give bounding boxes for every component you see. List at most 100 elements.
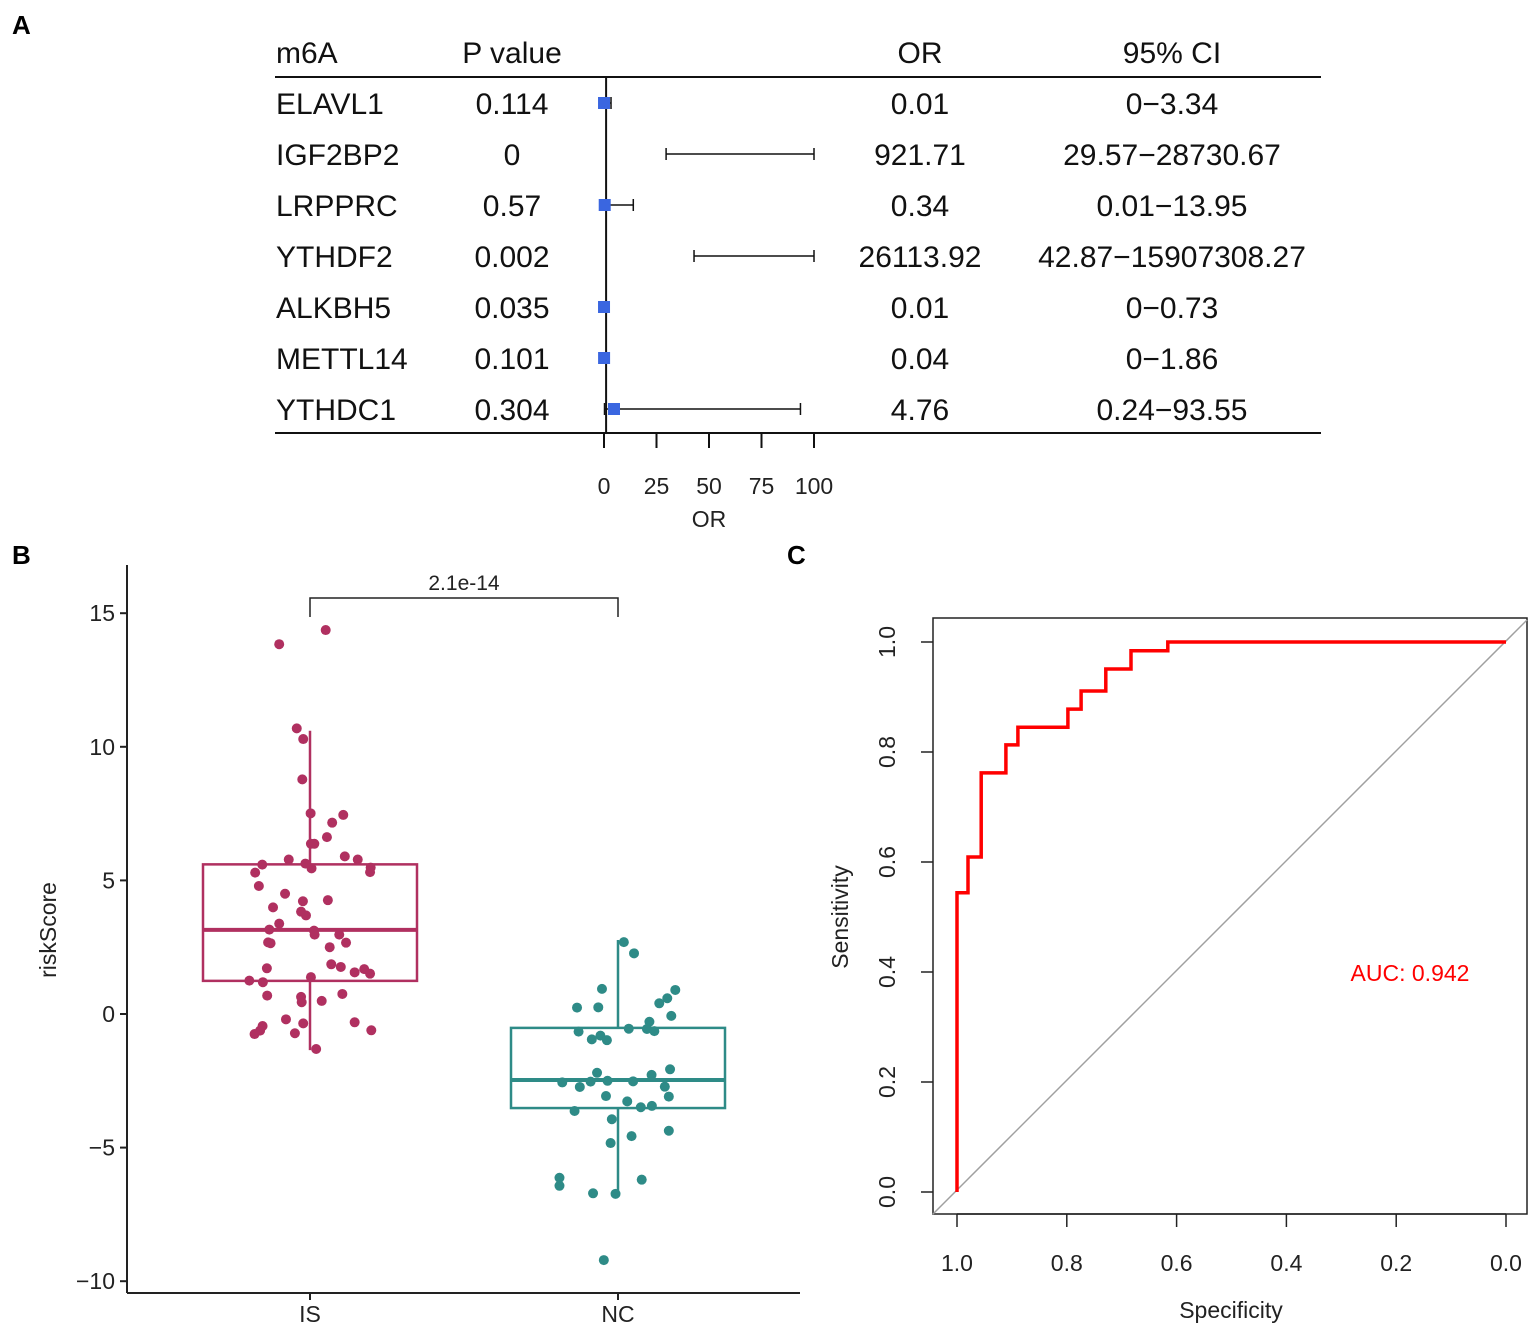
p-value: 0.035 [474, 292, 549, 325]
column-header: P value [462, 37, 562, 70]
data-point [337, 988, 348, 999]
data-point [289, 1028, 300, 1039]
data-point [592, 1067, 603, 1078]
panel-label-b: B [12, 540, 31, 570]
data-point [309, 838, 320, 849]
data-point [257, 859, 268, 870]
data-point [574, 1081, 585, 1092]
data-point [636, 1174, 647, 1185]
data-point [264, 924, 275, 935]
confidence-interval: 42.87−15907308.27 [1038, 241, 1306, 274]
x-tick-label: 0.2 [1380, 1250, 1412, 1276]
data-point [593, 1002, 604, 1013]
x-tick-label: 0.8 [1051, 1250, 1083, 1276]
data-point [557, 1077, 568, 1088]
data-point [365, 968, 376, 979]
data-point [572, 1002, 583, 1013]
data-point [610, 1188, 621, 1199]
data-point [659, 1081, 670, 1092]
y-tick-label: 0.4 [874, 956, 900, 988]
data-point [623, 1023, 634, 1034]
p-value: 0 [504, 139, 521, 172]
data-point [249, 1029, 260, 1040]
y-tick-label: 10 [89, 734, 115, 760]
box-group-nc [509, 937, 727, 1266]
data-point [665, 1064, 676, 1075]
data-point [622, 1096, 633, 1107]
data-point [335, 961, 346, 972]
data-point [598, 1255, 609, 1266]
y-tick-label: 0.0 [874, 1176, 900, 1208]
confidence-interval: 0−1.86 [1126, 343, 1219, 376]
y-axis-title: Sensitivity [827, 865, 853, 969]
box [201, 863, 419, 983]
data-point [662, 993, 673, 1004]
data-point [334, 929, 345, 940]
table-row: METTL14 0.101 0.04 0−1.86 [276, 343, 1218, 376]
column-header: OR [898, 37, 943, 70]
gene-name: LRPPRC [276, 190, 398, 223]
p-value: 0.304 [474, 394, 549, 427]
boxplot: 15 10 5 0 −5 −10 riskScore IS NC 2.1e-14 [35, 565, 800, 1327]
forest-plot: m6A P value OR 95% CI ELAVL1 0.114 0.01 0−3.34 I… [275, 37, 1321, 532]
odds-ratio: 0.04 [891, 343, 949, 376]
gene-name: YTHDF2 [276, 241, 393, 274]
box [509, 1026, 727, 1110]
data-point [324, 942, 335, 953]
x-tick-label: 75 [749, 473, 775, 499]
data-point [306, 863, 317, 874]
confidence-interval: 0.24−93.55 [1097, 394, 1248, 427]
data-point [262, 990, 273, 1001]
data-point [298, 734, 309, 745]
chance-diagonal [932, 619, 1528, 1215]
gene-name: METTL14 [276, 343, 408, 376]
panel-label-a: A [12, 10, 31, 40]
roc-curve-chart: 1.0 0.8 0.6 0.4 0.2 0.0 0.0 0.2 0.4 0.6 0.8 1.0 Spec… [827, 617, 1528, 1323]
data-point [320, 625, 331, 636]
data-point [280, 1014, 291, 1025]
data-point [341, 937, 352, 948]
table-row: IGF2BP2 0 921.71 29.57−28730.67 [276, 139, 1281, 172]
data-point [602, 1075, 613, 1086]
data-point [305, 972, 316, 983]
or-marker [607, 403, 620, 415]
data-point [291, 723, 302, 734]
y-tick-label: −5 [89, 1135, 115, 1161]
data-point [322, 895, 333, 906]
table-row: YTHDC1 0.304 4.76 0.24−93.55 [276, 394, 1247, 427]
p-value: 0.57 [483, 190, 541, 223]
box-group-is [201, 625, 419, 1055]
odds-ratio: 26113.92 [859, 241, 982, 274]
y-tick-label: 15 [89, 600, 115, 626]
data-point [629, 948, 640, 959]
p-value: 0.002 [474, 241, 549, 274]
data-point [257, 977, 268, 988]
data-point [261, 963, 272, 974]
data-point [250, 867, 261, 878]
roc-curve [955, 640, 1506, 1192]
gene-name: ALKBH5 [276, 292, 391, 325]
data-point [554, 1180, 565, 1191]
odds-ratio: 0.34 [891, 190, 949, 223]
data-point [297, 896, 308, 907]
confidence-interval: 29.57−28730.67 [1063, 139, 1281, 172]
data-point [316, 995, 327, 1006]
data-point [274, 639, 285, 650]
data-point [352, 854, 363, 865]
data-point [605, 1138, 616, 1149]
data-point [268, 902, 279, 913]
data-point [265, 938, 276, 949]
or-marker [598, 352, 611, 364]
x-axis-title: OR [692, 506, 727, 532]
gene-name: IGF2BP2 [276, 139, 399, 172]
gene-name: ELAVL1 [276, 88, 384, 121]
data-point [274, 918, 285, 929]
data-point [569, 1105, 580, 1116]
data-point [326, 959, 337, 970]
odds-ratio: 0.01 [891, 88, 949, 121]
y-axis-title: riskScore [35, 882, 61, 978]
data-point [283, 854, 294, 865]
data-point [663, 1125, 674, 1136]
data-point [601, 1035, 612, 1046]
data-point [666, 1010, 677, 1021]
